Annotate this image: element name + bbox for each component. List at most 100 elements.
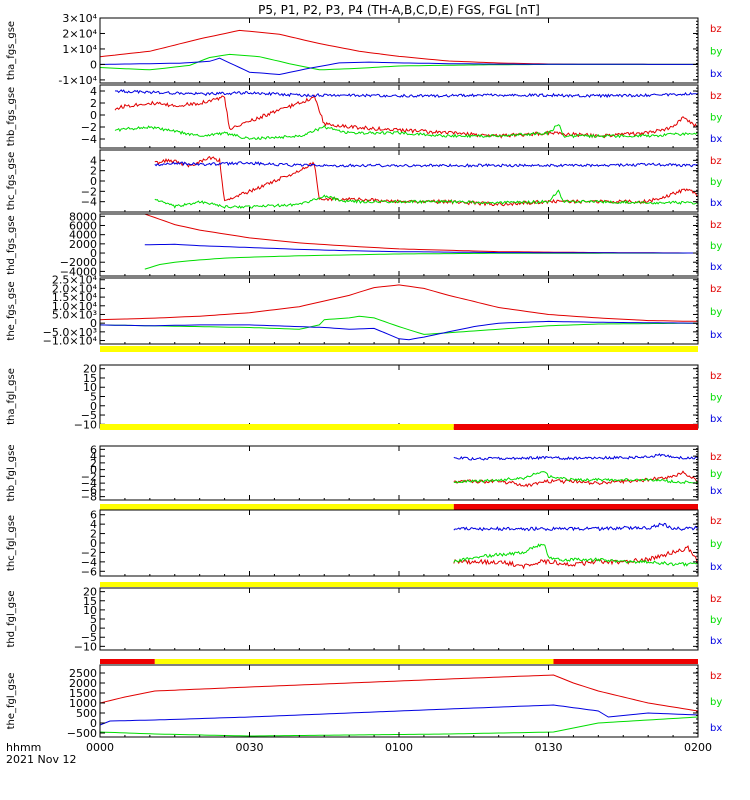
y-tick-label: −2 — [81, 121, 97, 134]
legend-bz: bz — [710, 91, 722, 102]
y-tick-label: 0 — [90, 247, 97, 260]
legend-by: by — [710, 307, 722, 318]
series-by-line — [453, 471, 698, 485]
y-tick-label: 2 — [90, 457, 97, 470]
series-bx-line — [100, 57, 698, 76]
panel-frame — [99, 364, 699, 429]
status-bar-segment-yellow — [100, 582, 698, 587]
legend-bz: bz — [710, 156, 722, 167]
y-axis-label: the_fgl_gse — [6, 673, 17, 730]
y-tick-label: 6 — [90, 509, 97, 522]
y-tick-label: 6 — [90, 443, 97, 456]
y-axis-label: thd_fgl_gse — [6, 591, 17, 648]
y-tick-label: −4 — [81, 477, 97, 490]
y-tick-label: 10 — [83, 381, 97, 394]
status-bar-segment-yellow — [100, 504, 454, 510]
legend-bz: bz — [710, 671, 722, 682]
x-tick-label: 0000 — [86, 741, 114, 754]
y-tick-label: 0 — [90, 175, 97, 188]
y-tick-label: 2000 — [69, 677, 97, 690]
panel-frame — [99, 509, 699, 577]
series-bx-line — [154, 161, 698, 168]
y-tick-label: −4000 — [60, 265, 97, 278]
y-tick-label: 0 — [90, 622, 97, 635]
series-bx-line — [114, 89, 698, 99]
status-bar-segment-red — [100, 659, 155, 664]
legend-bx: bx — [710, 414, 722, 425]
series-bz-line — [100, 29, 698, 65]
y-tick-label: 0 — [90, 58, 97, 71]
y-tick-label: 0 — [90, 400, 97, 413]
y-tick-label: 4 — [90, 518, 97, 531]
y-tick-label: −2 — [81, 470, 97, 483]
series-bx-line — [100, 704, 698, 726]
x-tick-label: 0100 — [385, 741, 413, 754]
x-tick-label: 0200 — [684, 741, 712, 754]
y-tick-label: 1.0×10⁴ — [52, 300, 98, 313]
legend-bx: bx — [710, 723, 722, 734]
legend-bx: bx — [710, 486, 722, 497]
series-by-line — [100, 315, 698, 335]
y-tick-label: 500 — [76, 707, 97, 720]
y-tick-label: 1000 — [69, 697, 97, 710]
y-tick-label: 5 — [90, 391, 97, 404]
y-tick-label: 15 — [83, 595, 97, 608]
legend-by: by — [710, 393, 722, 404]
y-tick-label: −2 — [81, 185, 97, 198]
y-axis-label: thc_fgl_gse — [6, 515, 17, 571]
y-tick-label: 2 — [90, 97, 97, 110]
legend-bz: bz — [710, 220, 722, 231]
legend-bx: bx — [710, 636, 722, 647]
y-tick-label: 1.5×10⁴ — [52, 291, 98, 304]
y-tick-label: −10 — [74, 418, 97, 431]
y-tick-label: −5.0×10³ — [43, 326, 97, 339]
y-tick-label: 2.5×10⁴ — [52, 274, 98, 287]
legend-bx: bx — [710, 330, 722, 341]
y-tick-label: 0 — [90, 537, 97, 550]
y-tick-label: −4 — [81, 196, 97, 209]
y-tick-label: −500 — [67, 727, 97, 740]
date-label: 2021 Nov 12 — [6, 753, 77, 766]
legend-bx: bx — [710, 134, 722, 145]
panel-frame — [99, 664, 699, 738]
status-bar-segment-yellow — [100, 424, 454, 430]
series-by-line — [144, 252, 698, 270]
y-axis-label: thb_fgl_gse — [6, 445, 17, 502]
y-axis-label: tha_fgs_gse — [6, 21, 17, 80]
y-tick-label: −1.0×10⁴ — [43, 335, 98, 348]
y-tick-label: −6 — [81, 565, 97, 578]
legend-bz: bz — [710, 594, 722, 605]
y-tick-label: 1×10⁴ — [62, 43, 97, 56]
page-title: P5, P1, P2, P3, P4 (TH-A,B,C,D,E) FGS, F… — [258, 3, 540, 17]
series-bz-line — [453, 545, 698, 570]
y-tick-label: 1500 — [69, 687, 97, 700]
legend-bx: bx — [710, 198, 722, 209]
legend-by: by — [710, 177, 722, 188]
legend-by: by — [710, 47, 722, 58]
y-tick-label: −5 — [81, 409, 97, 422]
y-tick-label: 4 — [90, 85, 97, 98]
legend-bx: bx — [710, 262, 722, 273]
y-tick-label: 5 — [90, 613, 97, 626]
y-tick-label: 4 — [90, 154, 97, 167]
y-tick-label: 8000 — [69, 210, 97, 223]
y-tick-label: 2×10⁴ — [62, 27, 97, 40]
series-bx-line — [144, 243, 698, 254]
y-tick-label: 20 — [83, 363, 97, 376]
status-bar-segment-red — [453, 504, 698, 510]
y-tick-label: 6000 — [69, 219, 97, 232]
y-tick-label: −8 — [81, 491, 97, 504]
legend-bx: bx — [710, 69, 722, 80]
legend-by: by — [710, 615, 722, 626]
y-tick-label: 4 — [90, 450, 97, 463]
panel-frame — [99, 277, 699, 345]
y-axis-label: thd_fgs_gse — [6, 215, 17, 274]
y-tick-label: 0 — [90, 109, 97, 122]
legend-bz: bz — [710, 516, 722, 527]
y-tick-label: 2.0×10⁴ — [52, 282, 98, 295]
series-bx-line — [100, 320, 698, 341]
legend-by: by — [710, 697, 722, 708]
y-tick-label: 0 — [90, 317, 97, 330]
y-tick-label: 3×10⁴ — [62, 12, 97, 25]
legend-by: by — [710, 469, 722, 480]
